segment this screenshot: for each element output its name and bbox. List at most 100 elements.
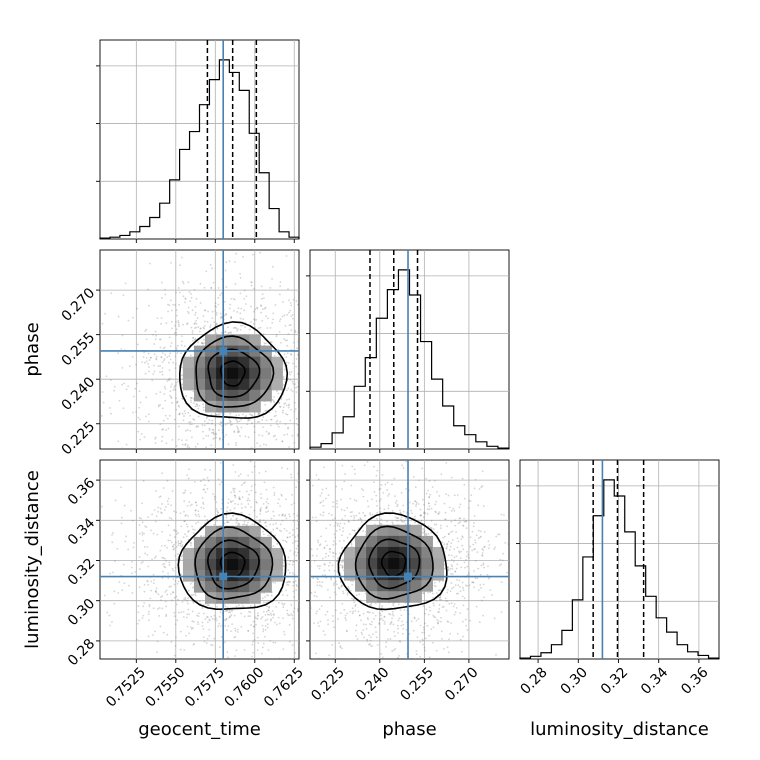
sample-point xyxy=(213,618,216,621)
sample-point xyxy=(265,610,268,613)
density-cell xyxy=(260,367,272,380)
sample-point xyxy=(343,522,346,525)
sample-point xyxy=(219,317,222,319)
sample-point xyxy=(467,571,470,574)
sample-point xyxy=(137,611,140,614)
sample-point xyxy=(322,504,325,507)
sample-point xyxy=(275,421,278,423)
sample-point xyxy=(337,557,339,559)
sample-point xyxy=(268,605,271,608)
sample-point xyxy=(190,455,192,457)
sample-point xyxy=(419,655,422,658)
sample-point xyxy=(301,541,303,543)
sample-point xyxy=(216,606,218,608)
sample-point xyxy=(297,340,299,343)
sample-point xyxy=(203,309,206,312)
sample-point xyxy=(304,328,306,330)
sample-point xyxy=(415,650,418,652)
sample-point xyxy=(135,363,137,366)
sample-point xyxy=(265,500,268,503)
sample-point xyxy=(234,326,237,329)
sample-point xyxy=(283,451,285,453)
sample-point xyxy=(329,547,332,550)
sample-point xyxy=(300,386,302,388)
sample-point xyxy=(336,506,339,508)
sample-point xyxy=(333,533,336,536)
sample-point xyxy=(297,626,299,629)
density-cell xyxy=(205,536,217,549)
sample-point xyxy=(477,529,480,532)
sample-point xyxy=(189,421,192,423)
sample-point xyxy=(237,428,240,431)
sample-point xyxy=(273,494,276,497)
sample-point xyxy=(339,522,342,525)
sample-point xyxy=(226,521,228,524)
sample-point xyxy=(208,427,211,430)
sample-point xyxy=(195,326,198,329)
sample-point xyxy=(349,511,352,514)
sample-point xyxy=(160,281,163,284)
hist-panel-luminosity_distance xyxy=(516,459,720,660)
sample-point xyxy=(262,333,265,336)
sample-point xyxy=(219,421,222,423)
sample-point xyxy=(166,356,169,358)
sample-point xyxy=(255,500,258,503)
sample-point xyxy=(266,605,268,608)
sample-point xyxy=(435,599,438,602)
sample-point xyxy=(167,378,170,381)
sample-point xyxy=(260,311,262,314)
sample-point xyxy=(249,413,251,416)
sample-point xyxy=(305,621,307,623)
sample-point xyxy=(499,558,502,561)
sample-point xyxy=(145,357,148,359)
sample-point xyxy=(354,609,357,612)
sample-point xyxy=(170,385,172,388)
sample-point xyxy=(393,649,395,652)
sample-point xyxy=(346,594,349,596)
sample-point xyxy=(233,491,236,494)
sample-point xyxy=(376,458,378,460)
sample-point xyxy=(303,555,305,557)
sample-point xyxy=(275,438,278,441)
sample-point xyxy=(160,544,163,547)
sample-point xyxy=(171,591,174,594)
sample-point xyxy=(318,657,320,659)
sample-point xyxy=(371,513,374,516)
sample-point xyxy=(306,417,308,419)
sample-point xyxy=(237,452,239,454)
sample-point xyxy=(317,565,319,567)
sample-point xyxy=(226,422,229,425)
sample-point xyxy=(212,437,215,440)
sample-point xyxy=(423,628,425,631)
sample-point xyxy=(294,652,297,655)
sample-point xyxy=(295,560,298,562)
sample-point xyxy=(365,623,367,626)
sample-point xyxy=(189,397,192,399)
sample-point xyxy=(242,318,245,321)
sample-point xyxy=(402,510,405,513)
sample-point xyxy=(215,313,218,316)
sample-point xyxy=(164,293,167,296)
sample-point xyxy=(322,630,325,633)
sample-point xyxy=(300,417,302,419)
sample-point xyxy=(237,631,239,633)
sample-point xyxy=(263,342,266,345)
sample-point xyxy=(191,339,194,342)
sample-point xyxy=(109,379,112,381)
sample-point xyxy=(124,282,127,285)
sample-point xyxy=(446,543,449,545)
sample-point xyxy=(290,315,293,318)
sample-point xyxy=(279,318,282,321)
sample-point xyxy=(459,557,462,560)
sample-point xyxy=(402,504,405,507)
sample-point xyxy=(121,383,124,386)
sample-point xyxy=(186,322,189,325)
sample-point xyxy=(180,256,183,259)
sample-point xyxy=(196,621,199,624)
sample-point xyxy=(303,603,305,605)
sample-point xyxy=(327,619,329,622)
sample-point xyxy=(229,509,232,512)
sample-point xyxy=(368,611,371,614)
sample-point xyxy=(302,528,304,530)
sample-point xyxy=(452,605,455,608)
